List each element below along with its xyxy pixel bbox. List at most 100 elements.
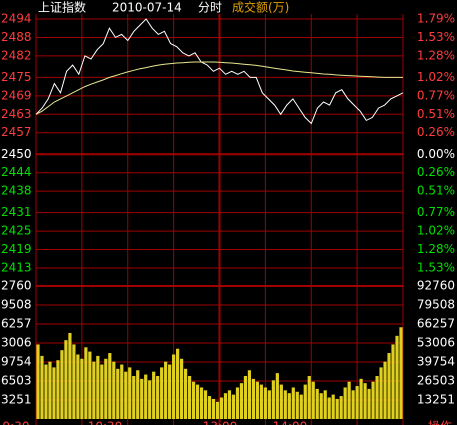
volume-bar xyxy=(315,388,319,419)
volume-bar xyxy=(287,393,291,419)
volume-bar xyxy=(331,394,335,419)
y-tick-label: 13251 xyxy=(417,393,455,407)
y-tick-pct-label: 0.77% xyxy=(417,205,455,219)
volume-bar xyxy=(160,367,164,419)
volume-bar xyxy=(371,381,375,419)
volume-bar xyxy=(40,355,44,419)
volume-bar xyxy=(323,390,327,419)
volume-bar xyxy=(367,388,371,419)
volume-bar xyxy=(152,371,156,419)
volume-bar xyxy=(132,375,136,419)
volume-bar xyxy=(235,387,240,419)
volume-bar xyxy=(92,361,96,419)
volume-bar xyxy=(219,397,224,419)
volume-bar xyxy=(180,358,184,419)
volume-bar xyxy=(52,367,56,419)
volume-bar xyxy=(144,374,148,419)
y-tick-left-label: 9508 xyxy=(1,298,32,312)
volume-bar xyxy=(100,364,104,419)
x-tick-label: 9:30 xyxy=(3,420,30,425)
volume-bar xyxy=(176,348,180,419)
volume-bar xyxy=(48,361,52,419)
volume-bar xyxy=(120,364,124,419)
volume-bar xyxy=(379,367,383,419)
volume-bar xyxy=(203,390,208,419)
volume-bar xyxy=(215,401,220,419)
volume-bar xyxy=(223,393,228,419)
y-tick-pct-label: 1.79% xyxy=(417,12,455,26)
y-tick-label: 79508 xyxy=(417,298,455,312)
volume-bar xyxy=(263,387,267,419)
volume-bar xyxy=(88,351,92,419)
footer-button: 操作 xyxy=(428,419,452,425)
volume-bar xyxy=(116,368,120,419)
volume-bar xyxy=(112,361,116,419)
volume-bar xyxy=(68,332,72,419)
y-tick-left-label: 6257 xyxy=(1,317,32,331)
y-tick-label: 2482 xyxy=(1,48,32,62)
y-tick-label: 2475 xyxy=(1,70,32,84)
y-tick-label: 2431 xyxy=(1,205,32,219)
volume-bar xyxy=(64,340,68,419)
y-tick-pct-label: 1.28% xyxy=(417,242,455,256)
volume-bar xyxy=(239,383,244,419)
volume-bar xyxy=(60,350,64,419)
y-tick-left-label: 6503 xyxy=(1,373,32,387)
x-tick-label: 14:00 xyxy=(273,420,308,425)
volume-bar xyxy=(375,375,379,419)
volume-bar xyxy=(195,384,200,419)
volume-bar xyxy=(191,381,196,419)
volume-bar xyxy=(76,354,80,419)
y-tick-pct-label: 1.28% xyxy=(417,48,455,62)
y-tick-pct-label: 1.02% xyxy=(417,70,455,84)
index-name: 上证指数 xyxy=(38,0,86,15)
volume-bar xyxy=(395,335,399,419)
y-tick-label: 66257 xyxy=(417,317,455,331)
volume-bar xyxy=(44,364,48,419)
y-tick-pct-label: 1.02% xyxy=(417,224,455,238)
y-tick-label: 2450 xyxy=(1,147,32,161)
y-tick-label: 2457 xyxy=(1,125,32,139)
average-line xyxy=(35,61,403,115)
volume-bar xyxy=(148,380,152,419)
volume-bar xyxy=(243,375,248,419)
y-tick-label: 2444 xyxy=(1,165,32,179)
y-tick-pct-label: 1.53% xyxy=(417,261,455,275)
volume-bar xyxy=(108,353,112,419)
volume-bar xyxy=(156,375,160,419)
volume-bar xyxy=(80,358,84,419)
volume-bar xyxy=(283,390,287,419)
volume-bar xyxy=(172,354,176,419)
volume-bar xyxy=(183,368,188,419)
x-tick-label: 10:30 xyxy=(88,420,123,425)
volume-bar xyxy=(343,387,347,419)
volume-bar xyxy=(351,390,355,419)
volume-bar xyxy=(271,380,275,419)
volume-bar xyxy=(84,347,88,419)
volume-bar xyxy=(399,327,403,419)
volume-bar xyxy=(295,391,299,419)
volume-bar xyxy=(311,381,315,419)
volume-bar xyxy=(140,378,144,419)
y-tick-label: 39754 xyxy=(417,355,455,369)
volume-bar xyxy=(251,378,256,419)
volume-bar xyxy=(227,390,232,419)
volume-bar xyxy=(359,378,363,419)
volume-bar xyxy=(327,397,331,419)
volume-bar xyxy=(355,386,359,419)
volume-bar xyxy=(72,344,76,419)
volume-bar xyxy=(168,364,172,419)
y-tick-pct-label: 0.00% xyxy=(417,147,455,161)
volume-bar xyxy=(124,371,128,419)
volume-bar xyxy=(36,344,40,419)
volume-title: 成交额(万) xyxy=(232,0,289,15)
volume-bar xyxy=(267,390,271,419)
y-tick-label: 2419 xyxy=(1,242,32,256)
volume-bar xyxy=(291,387,295,419)
volume-bar xyxy=(383,361,387,419)
volume-bar xyxy=(339,396,343,419)
volume-bar xyxy=(307,375,311,419)
y-tick-left-label: 3251 xyxy=(1,393,32,407)
y-tick-label: 26503 xyxy=(417,373,455,387)
y-tick-pct-label: 0.26% xyxy=(417,165,455,179)
